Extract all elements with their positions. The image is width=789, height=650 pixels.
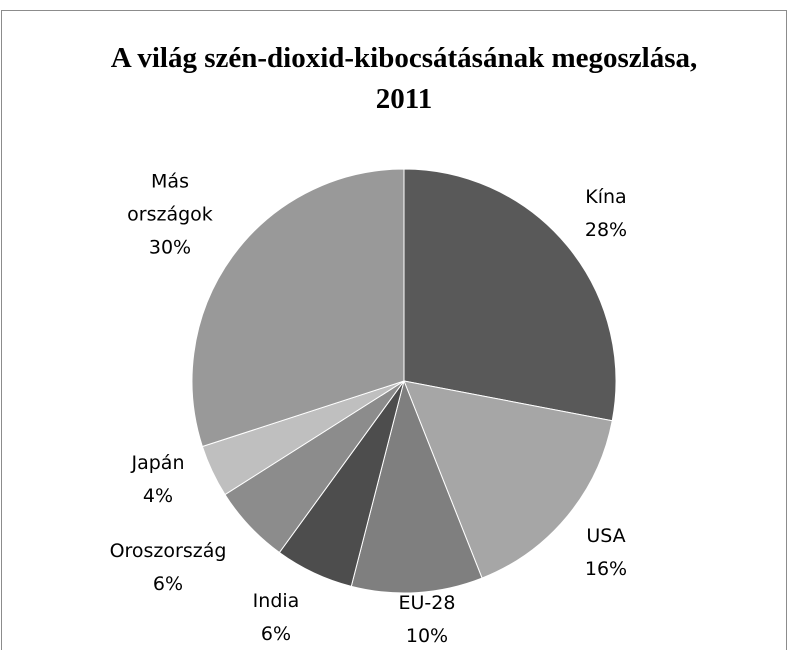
slice-label: Japán 4% <box>83 447 233 513</box>
value-label: 4% <box>142 485 174 507</box>
category-name: India <box>252 590 300 612</box>
value-label: 6% <box>152 573 184 595</box>
pie-slice <box>191 168 405 448</box>
slice-label: EU-28 10% <box>352 587 502 650</box>
pie-slice <box>350 379 483 594</box>
slice-label: India 6% <box>201 585 351 650</box>
category-name: USA <box>586 525 626 547</box>
slice-label: Oroszország 6% <box>93 535 243 601</box>
category-name: Japán <box>131 452 185 474</box>
value-label: 6% <box>260 623 292 645</box>
slice-label: Más országok 30% <box>115 166 225 265</box>
category-name: Más országok <box>127 170 213 226</box>
category-name: Kína <box>585 186 627 208</box>
category-name: EU-28 <box>398 592 456 614</box>
slice-label: USA 16% <box>531 520 681 586</box>
chart-title: A világ szén-dioxid-kibocsátásának megos… <box>110 42 698 115</box>
value-label: 16% <box>584 558 628 580</box>
category-name: Oroszország <box>109 540 227 562</box>
value-label: 28% <box>584 219 628 241</box>
value-label: 10% <box>405 625 449 647</box>
pie-slice <box>403 380 613 579</box>
pie-slice <box>403 168 617 422</box>
chart-border <box>1 10 787 650</box>
value-label: 30% <box>148 236 192 259</box>
slice-label: Kína 28% <box>531 181 681 247</box>
